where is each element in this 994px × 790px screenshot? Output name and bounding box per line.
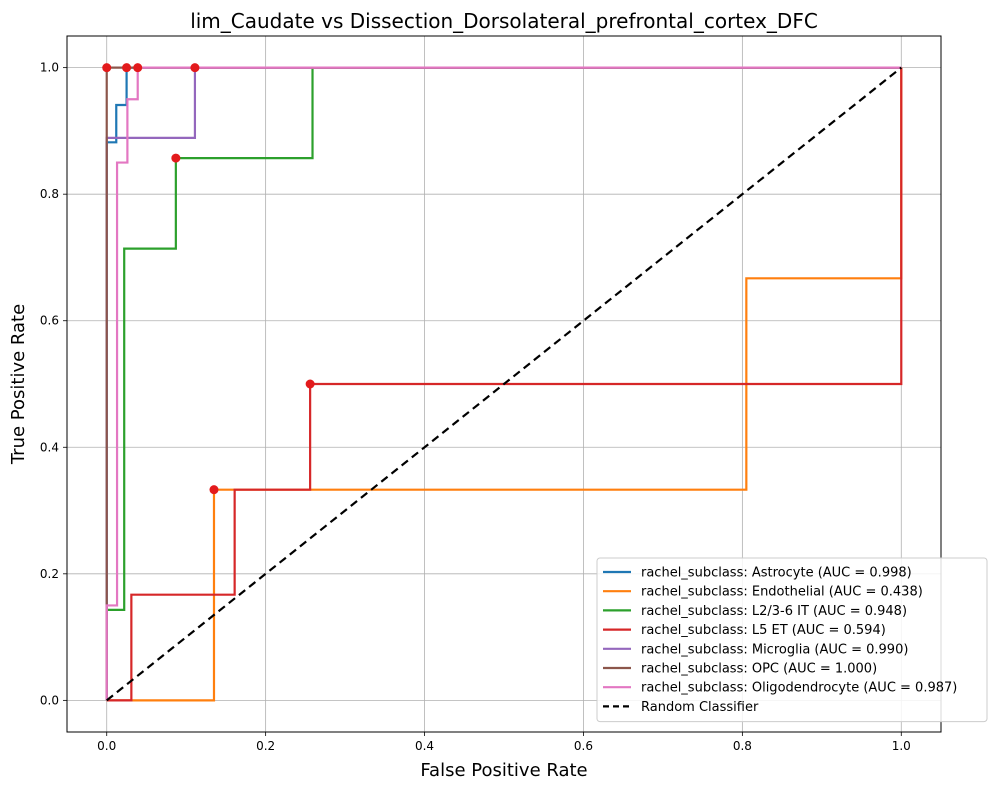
y-tick-label: 0.4: [40, 440, 59, 454]
plot-lines: [105, 66, 903, 702]
legend-entry-label: rachel_subclass: Astrocyte (AUC = 0.998): [641, 566, 912, 581]
y-tick-label: 1.0: [40, 61, 59, 75]
legend-entry-label: rachel_subclass: Microglia (AUC = 0.990): [641, 642, 908, 657]
y-axis-label: True Positive Rate: [8, 304, 29, 465]
plot-frame: [66, 35, 942, 733]
chart-title: lim_Caudate vs Dissection_Dorsolateral_p…: [190, 9, 818, 33]
y-tick-label: 0.2: [40, 567, 59, 581]
x-tick-label: 0.4: [415, 739, 434, 753]
x-tick-label: 0.8: [733, 739, 752, 753]
y-tick-label: 0.8: [40, 187, 59, 201]
roc-marker-2: [171, 153, 181, 163]
roc-marker-6: [133, 63, 143, 73]
roc-marker-4: [190, 63, 200, 73]
x-tick-label: 0.2: [256, 739, 275, 753]
x-tick-label: 1.0: [892, 739, 911, 753]
roc-markers: [102, 63, 315, 495]
roc-curve-6: [105, 66, 902, 701]
roc-marker-1: [209, 485, 219, 495]
x-tick-label: 0.6: [574, 739, 593, 753]
x-tick-label: 0.0: [97, 739, 116, 753]
legend-entry-label: rachel_subclass: L5 ET (AUC = 0.594): [641, 623, 886, 638]
roc-marker-0: [122, 63, 132, 73]
legend-box: [596, 557, 988, 723]
legend: rachel_subclass: Astrocyte (AUC = 0.998)…: [596, 557, 988, 723]
x-axis-label: False Positive Rate: [420, 760, 587, 781]
legend-entry-label: Random Classifier: [641, 700, 759, 715]
y-tick-label: 0.6: [40, 314, 59, 328]
legend-entry-label: rachel_subclass: Oligodendrocyte (AUC = …: [641, 681, 957, 696]
roc-marker-5: [102, 63, 112, 73]
axis-ticks: 0.0 0.2 0.4 0.6 0.8 1.0 0.0 0.2 0.4 0.6 0.8 1.0: [40, 61, 911, 753]
roc-marker-3: [305, 379, 315, 389]
legend-entry-label: rachel_subclass: Endothelial (AUC = 0.43…: [641, 585, 923, 600]
roc-curve-2: [105, 66, 902, 701]
random-classifier-line: [106, 66, 902, 702]
roc-curve-3: [106, 67, 903, 702]
legend-entry-label: rachel_subclass: OPC (AUC = 1.000): [641, 662, 877, 677]
y-tick-label: 0.0: [40, 693, 59, 707]
legend-entry-label: rachel_subclass: L2/3-6 IT (AUC = 0.948): [641, 604, 907, 619]
